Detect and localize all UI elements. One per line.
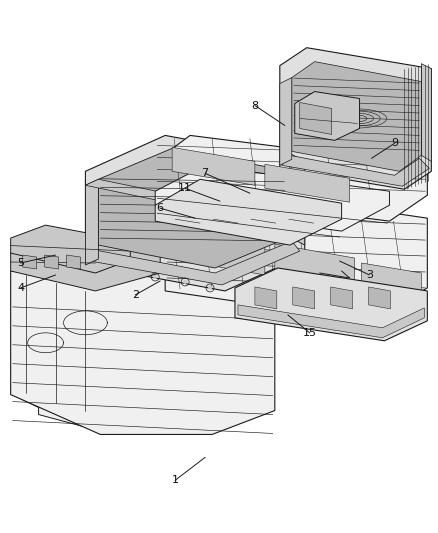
Text: 5: 5 [17, 258, 24, 268]
Circle shape [153, 275, 157, 279]
Text: 4: 4 [17, 283, 24, 293]
Polygon shape [11, 225, 130, 273]
Polygon shape [275, 244, 355, 292]
Polygon shape [185, 227, 265, 275]
Polygon shape [90, 241, 300, 285]
Polygon shape [67, 255, 81, 269]
Polygon shape [11, 235, 160, 291]
Polygon shape [265, 164, 350, 202]
Text: 7: 7 [201, 168, 208, 179]
Polygon shape [292, 62, 421, 171]
Polygon shape [331, 287, 353, 309]
Polygon shape [300, 102, 332, 134]
Polygon shape [361, 263, 421, 305]
Polygon shape [155, 179, 342, 245]
Polygon shape [13, 273, 248, 391]
Polygon shape [155, 165, 389, 231]
Polygon shape [45, 255, 59, 269]
Polygon shape [295, 92, 360, 140]
Text: 9: 9 [391, 139, 398, 148]
Polygon shape [282, 155, 429, 186]
Circle shape [208, 286, 212, 290]
Polygon shape [255, 287, 277, 309]
Text: 8: 8 [251, 101, 258, 110]
Polygon shape [85, 179, 99, 265]
Polygon shape [293, 287, 314, 309]
Polygon shape [85, 179, 215, 209]
Polygon shape [280, 78, 292, 165]
Text: 1: 1 [172, 475, 179, 486]
Polygon shape [172, 148, 255, 185]
Polygon shape [235, 268, 427, 341]
Polygon shape [165, 188, 427, 321]
Polygon shape [11, 271, 275, 434]
Polygon shape [13, 358, 272, 432]
Polygon shape [23, 255, 37, 269]
Polygon shape [99, 148, 290, 268]
Text: 3: 3 [366, 270, 373, 280]
Polygon shape [290, 154, 305, 245]
Text: 2: 2 [132, 290, 139, 300]
Polygon shape [368, 287, 390, 309]
Polygon shape [155, 135, 427, 221]
Polygon shape [238, 305, 424, 338]
Polygon shape [85, 135, 305, 291]
Circle shape [183, 280, 187, 284]
Text: 11: 11 [178, 183, 192, 193]
Polygon shape [421, 63, 431, 161]
Text: 6: 6 [157, 203, 164, 213]
Polygon shape [280, 47, 431, 189]
Text: 15: 15 [303, 328, 317, 338]
